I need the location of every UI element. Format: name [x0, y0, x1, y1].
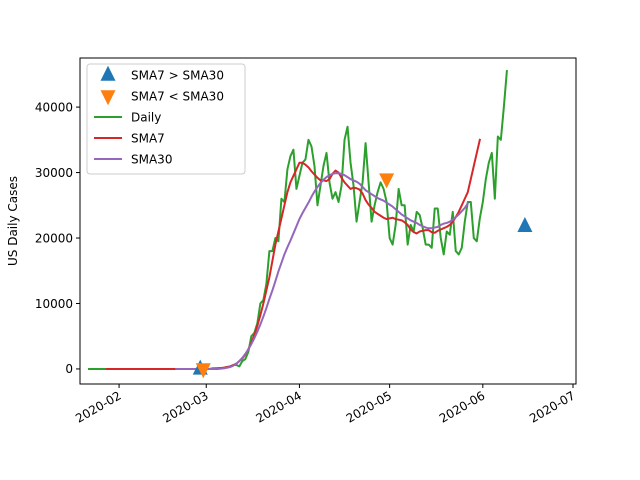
- marker-sma7-sma30-1: [517, 216, 533, 232]
- marker-sma7-sma30-1: [379, 173, 395, 189]
- y-axis: 0 10000 20000 30000 40000: [35, 100, 80, 376]
- legend-label-daily: Daily: [131, 110, 161, 124]
- y-tick-label-10000: 10000: [35, 297, 73, 311]
- legend-swatch-sma7-sma30: [100, 65, 116, 81]
- legend-entry-sma7: SMA7: [94, 131, 165, 145]
- legend-entry-sma30: SMA30: [94, 152, 172, 166]
- legend-entry-sma7-sma30: SMA7 > SMA30: [100, 65, 224, 82]
- legend-label-sma7-sma30: SMA7 < SMA30: [131, 89, 224, 103]
- legend-swatch-sma7-sma30: [100, 90, 116, 106]
- y-tick-label-40000: 40000: [35, 100, 73, 114]
- y-tick-label-30000: 30000: [35, 166, 73, 180]
- y-tick-label-0: 0: [65, 362, 73, 376]
- series-line-sma30: [175, 172, 470, 370]
- legend-label-sma7: SMA7: [131, 131, 165, 145]
- marker-sma7-sma30-0: [195, 363, 211, 379]
- legend-box: [86, 63, 246, 175]
- legend-label-sma7-sma30: SMA7 > SMA30: [131, 68, 224, 82]
- legend-label-sma30: SMA30: [131, 152, 172, 166]
- legend-entry-daily: Daily: [94, 110, 161, 124]
- plot-area-frame: [79, 57, 577, 385]
- legend-entry-sma7-sma30: SMA7 < SMA30: [100, 89, 224, 106]
- legend: SMA7 > SMA30 SMA7 < SMA30 Daily SMA7 SMA30: [86, 63, 246, 175]
- y-axis-label: US Daily Cases: [6, 176, 20, 266]
- y-tick-label-20000: 20000: [35, 231, 73, 245]
- series-line-sma7: [106, 138, 482, 370]
